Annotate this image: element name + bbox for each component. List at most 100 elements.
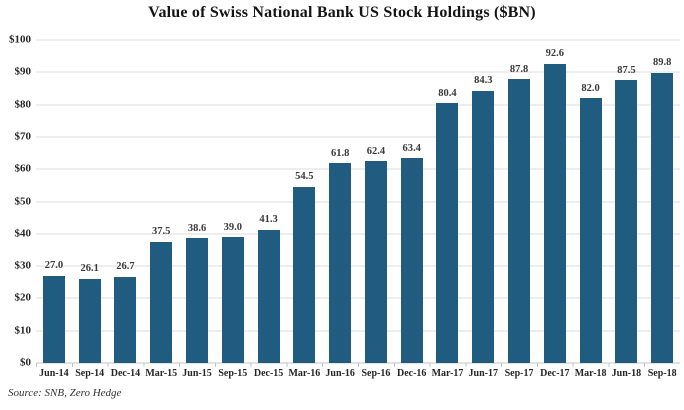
- bar-value-label: 80.4: [438, 87, 457, 99]
- bar-slot: 84.3: [465, 40, 501, 363]
- x-tick-label: Jun-18: [611, 368, 642, 379]
- bar-value-label: 87.5: [617, 64, 636, 76]
- bar: [615, 80, 638, 363]
- gridline: [36, 71, 680, 73]
- y-tick-label: $50: [14, 195, 32, 207]
- gridline: [36, 233, 680, 235]
- bar-value-label: 26.1: [80, 263, 99, 275]
- bar: [114, 276, 137, 363]
- bar-value-label: 37.5: [152, 226, 171, 238]
- y-tick-label: $0: [20, 356, 31, 369]
- bar: [579, 98, 602, 363]
- bars: 27.0 26.1 26.7 37.5 38.6 39.0 41.3 54.5 61.8 62.4…: [36, 40, 680, 363]
- bar-value-label: 39.0: [223, 221, 242, 233]
- y-tick-label: $80: [14, 98, 32, 111]
- bar: [150, 241, 173, 363]
- y-tick-label: $100: [9, 33, 31, 46]
- bar-value-label: 82.0: [581, 82, 600, 94]
- x-tick-label: Sep-16: [361, 368, 391, 379]
- y-tick-label: $60: [14, 162, 32, 175]
- bar-slot: 61.8: [322, 40, 358, 363]
- gridline: [36, 136, 680, 138]
- bar-slot: 54.5: [286, 40, 322, 363]
- source-note: Source: SNB, Zero Hedge: [8, 387, 122, 399]
- x-tick-label: Dec-16: [396, 368, 427, 379]
- y-tick-label: $20: [14, 291, 32, 304]
- bar: [293, 186, 316, 363]
- x-tick-label: Mar-16: [288, 368, 321, 379]
- x-tick-label: Dec-14: [110, 368, 141, 379]
- gridline: [36, 168, 680, 170]
- bar-value-label: 26.7: [116, 261, 135, 273]
- bar: [186, 238, 209, 363]
- x-tick-label: Jun-14: [39, 368, 69, 379]
- gridline: [36, 104, 680, 106]
- x-tick-label: Sep-17: [504, 368, 534, 379]
- bar-value-label: 41.3: [259, 214, 278, 226]
- x-axis-ticks: [36, 363, 680, 367]
- bar: [400, 158, 423, 363]
- bar-slot: 87.5: [609, 40, 645, 363]
- bar: [436, 103, 459, 363]
- x-tick-label: Sep-14: [75, 368, 105, 379]
- bar: [651, 72, 674, 363]
- bar: [257, 229, 280, 363]
- bar: [508, 79, 531, 363]
- chart-title: Value of Swiss National Bank US Stock Ho…: [148, 4, 536, 21]
- x-tick-label: Dec-17: [540, 368, 570, 379]
- x-tick-label: Dec-15: [253, 368, 284, 379]
- x-tick-label: Sep-15: [218, 368, 248, 379]
- bar-slot: 41.3: [251, 40, 287, 363]
- bar-value-label: 38.6: [187, 222, 207, 234]
- bar-slot: 38.6: [179, 40, 215, 363]
- bar-value-label: 92.6: [545, 48, 565, 60]
- plot-area: 27.0 26.1 26.7 37.5 38.6 39.0 41.3 54.5 61.8 62.4…: [36, 39, 680, 364]
- bar: [472, 90, 495, 363]
- gridline: [36, 330, 680, 332]
- x-labels: Jun-14 Sep-14 Dec-14 Mar-15 Jun-15 Sep-15 Dec-…: [36, 368, 680, 380]
- bar: [543, 63, 566, 363]
- bar-slot: 63.4: [394, 40, 430, 363]
- bar: [78, 278, 101, 363]
- bar-value-label: 61.8: [330, 147, 350, 159]
- x-tick-label: Mar-18: [574, 368, 607, 379]
- bar-slot: 92.6: [537, 40, 573, 363]
- bar-slot: 27.0: [36, 40, 72, 363]
- y-tick-label: $10: [14, 324, 32, 337]
- gridline: [36, 297, 680, 299]
- x-tick-label: Jun-16: [325, 368, 355, 379]
- bar-slot: 89.8: [644, 40, 680, 363]
- y-axis: $0 $10 $20 $30 $40 $50 $60 $70 $80 $90 $100: [0, 34, 32, 368]
- bar-value-label: 89.8: [652, 57, 672, 69]
- bar-slot: 87.8: [501, 40, 537, 363]
- bar-slot: 62.4: [358, 40, 394, 363]
- bar-value-label: 87.8: [509, 63, 529, 75]
- bar-slot: 26.7: [108, 40, 144, 363]
- bar: [364, 161, 387, 363]
- bar-slot: 37.5: [143, 40, 179, 363]
- bar-value-label: 62.4: [366, 145, 386, 157]
- x-tick-label: Mar-15: [145, 368, 178, 379]
- gridline: [36, 39, 680, 41]
- bar: [221, 237, 244, 363]
- bar-value-label: 27.0: [44, 260, 64, 272]
- bar-value-label: 54.5: [295, 171, 314, 183]
- x-tick-label: Jun-15: [182, 368, 212, 379]
- gridline: [36, 201, 680, 202]
- x-tick-label: Mar-17: [431, 368, 464, 379]
- y-tick-label: $70: [14, 130, 32, 143]
- x-tick-label: Jun-17: [468, 368, 498, 379]
- y-tick-label: $40: [14, 227, 32, 240]
- x-tick-label: Sep-18: [647, 368, 677, 379]
- bar-slot: 82.0: [573, 40, 609, 363]
- gridline: [36, 265, 680, 267]
- bar-value-label: 63.4: [402, 142, 421, 154]
- bar: [329, 163, 352, 363]
- bar-value-label: 84.3: [474, 75, 493, 87]
- y-tick-label: $30: [14, 259, 32, 272]
- bar-slot: 39.0: [215, 40, 251, 363]
- bar-slot: 80.4: [430, 40, 466, 363]
- y-tick-label: $90: [14, 65, 32, 78]
- bar: [42, 275, 65, 363]
